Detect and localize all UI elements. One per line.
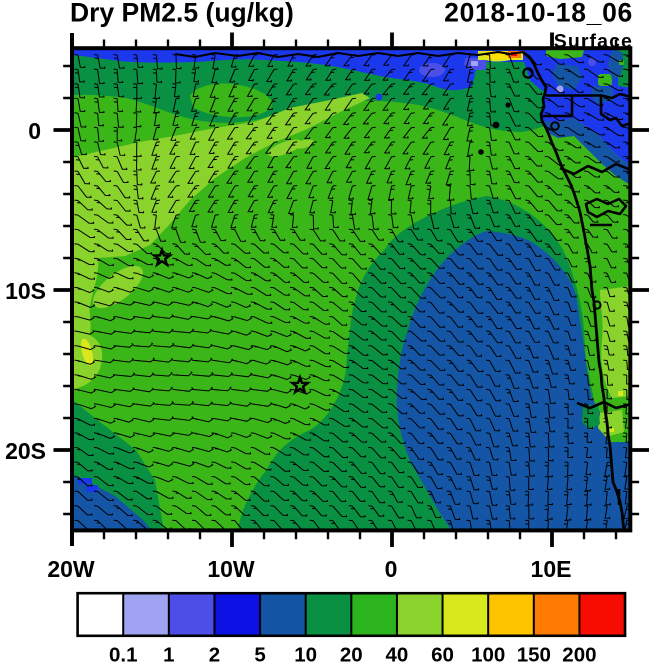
svg-text:200: 200 bbox=[562, 644, 596, 667]
svg-text:2: 2 bbox=[209, 644, 220, 667]
svg-text:150: 150 bbox=[517, 644, 551, 667]
svg-text:10E: 10E bbox=[531, 556, 572, 582]
svg-text:10S: 10S bbox=[5, 278, 46, 304]
svg-text:0: 0 bbox=[385, 556, 398, 582]
svg-text:10: 10 bbox=[294, 644, 317, 667]
svg-text:Dry PM2.5 (ug/kg): Dry PM2.5 (ug/kg) bbox=[70, 0, 294, 28]
svg-text:100: 100 bbox=[471, 644, 505, 667]
svg-text:20S: 20S bbox=[5, 438, 46, 464]
svg-text:1: 1 bbox=[163, 644, 174, 667]
svg-text:40: 40 bbox=[386, 644, 409, 667]
svg-text:2018-10-18_06: 2018-10-18_06 bbox=[444, 0, 633, 27]
svg-text:5: 5 bbox=[254, 644, 265, 667]
svg-text:20W: 20W bbox=[47, 556, 95, 582]
svg-text:20: 20 bbox=[340, 644, 363, 667]
svg-text:0: 0 bbox=[28, 118, 41, 144]
svg-text:0.1: 0.1 bbox=[109, 644, 138, 667]
svg-text:60: 60 bbox=[431, 644, 454, 667]
svg-text:Surface: Surface bbox=[554, 31, 633, 53]
svg-text:10W: 10W bbox=[207, 556, 255, 582]
